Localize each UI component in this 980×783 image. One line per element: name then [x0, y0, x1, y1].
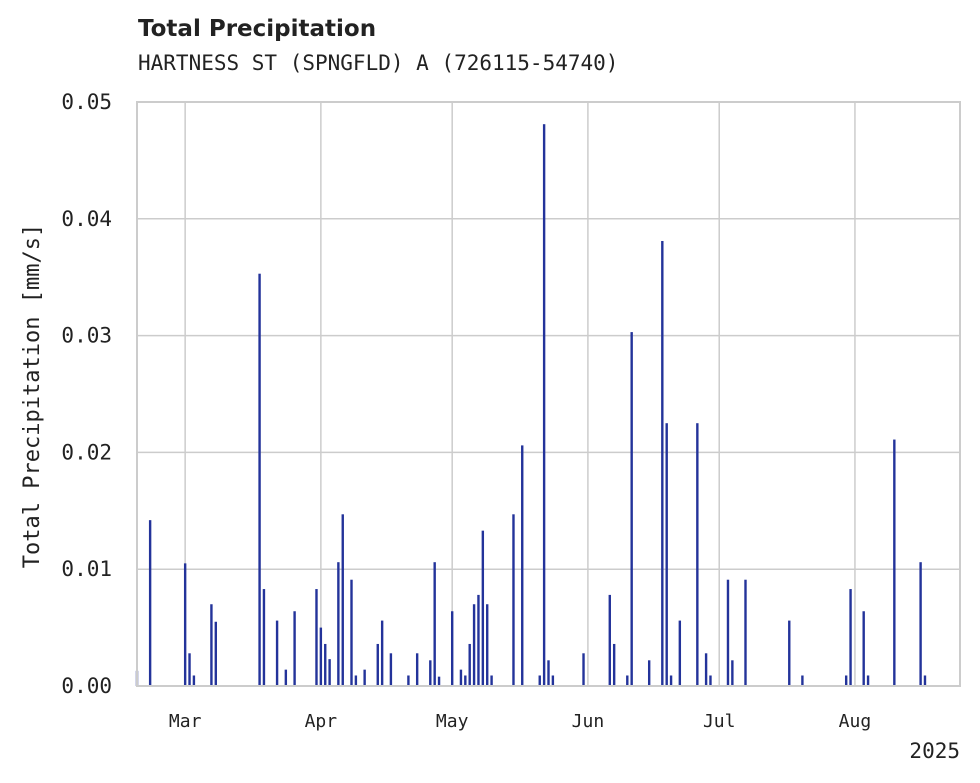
precipitation-bar	[521, 445, 524, 686]
plot-frame	[136, 101, 961, 687]
y-tick-label: 0.04	[61, 207, 112, 231]
precipitation-bar	[380, 620, 384, 686]
precipitation-bar	[582, 653, 585, 686]
chart-subtitle: HARTNESS ST (SPNGFLD) A (726115-54740)	[138, 51, 619, 75]
precipitation-bar	[450, 611, 454, 686]
precipitation-bar	[849, 589, 852, 686]
x-tick-label: Aug	[839, 711, 872, 732]
precipitation-bar	[923, 675, 927, 686]
precipitation-bar	[669, 675, 673, 686]
x-axis-ticks: Mar Apr May Jun Jul Aug	[169, 711, 871, 732]
precipitation-bar	[210, 604, 213, 686]
precipitation-bar	[704, 653, 708, 686]
precipitation-bar	[341, 514, 344, 686]
precipitation-bar	[319, 627, 323, 686]
y-tick-label: 0.05	[61, 90, 112, 114]
precipitation-bar	[647, 660, 651, 686]
precipitation-bar	[547, 660, 550, 686]
precipitation-bar	[214, 621, 217, 686]
precipitation-bar	[696, 423, 699, 686]
precipitation-bar	[350, 579, 353, 686]
precipitation-bar	[429, 660, 432, 686]
precipitation-bar	[192, 675, 196, 686]
precipitation-bar	[433, 562, 436, 686]
precipitation-bar	[183, 563, 187, 686]
precipitation-bar	[324, 643, 327, 686]
precipitation-bar	[407, 675, 410, 686]
precipitation-bar	[284, 669, 288, 686]
precipitation-bar	[542, 124, 546, 686]
precipitation-bar	[328, 659, 331, 686]
precipitation-bar	[731, 660, 734, 686]
precipitation-bar	[363, 669, 366, 686]
y-axis-label: Total Precipitation [mm/s]	[20, 224, 45, 568]
x-tick-label: Apr	[305, 711, 338, 732]
precipitation-bar	[459, 669, 463, 686]
precipitation-bar	[612, 643, 616, 686]
precipitation-bar	[354, 675, 358, 686]
precipitation-bar	[315, 589, 318, 686]
precipitation-bar	[389, 653, 393, 686]
precipitation-bar	[376, 643, 379, 686]
precipitation-bar	[551, 675, 555, 686]
precipitation-bar	[919, 562, 922, 686]
precipitation-bar	[862, 611, 865, 686]
precipitation-bar	[678, 620, 682, 686]
precipitation-bar	[468, 643, 471, 686]
precipitation-bar	[866, 675, 870, 686]
precipitation-bar	[275, 620, 279, 686]
precipitation-bar	[608, 594, 611, 686]
precipitation-bar	[630, 332, 633, 686]
precipitation-bar	[262, 589, 266, 686]
precipitation-bar	[477, 594, 480, 686]
precipitation-bar	[472, 604, 476, 686]
precipitation-bar	[709, 675, 712, 686]
y-axis-ticks: 0.00 0.01 0.02 0.03 0.04 0.05	[61, 90, 112, 698]
precipitation-bar	[665, 423, 668, 686]
x-tick-label: Jul	[703, 711, 736, 732]
precipitation-bar	[415, 653, 419, 686]
precipitation-bar	[188, 653, 191, 686]
x-tick-label: Mar	[169, 711, 202, 732]
y-tick-label: 0.03	[61, 324, 112, 348]
precipitation-bar	[801, 675, 804, 686]
y-tick-label: 0.00	[61, 674, 112, 698]
precipitation-bar	[844, 675, 848, 686]
precipitation-bar	[337, 562, 340, 686]
precipitation-bar	[512, 514, 515, 686]
year-label: 2025	[909, 739, 960, 763]
precipitation-bar	[893, 439, 896, 686]
precipitation-bar	[148, 520, 152, 686]
chart-title: Total Precipitation	[138, 16, 377, 42]
y-tick-label: 0.02	[61, 440, 112, 464]
precipitation-bar	[490, 675, 493, 686]
precipitation-bar	[486, 604, 489, 686]
precipitation-bar	[661, 240, 664, 686]
y-tick-label: 0.01	[61, 557, 112, 581]
precipitation-bar	[481, 530, 485, 686]
precipitation-bar	[293, 611, 296, 686]
x-tick-label: May	[436, 711, 469, 732]
precipitation-bar	[788, 620, 791, 686]
precipitation-bar	[464, 675, 467, 686]
x-tick-label: Jun	[572, 711, 605, 732]
precipitation-bar	[258, 273, 261, 686]
bar-series	[135, 124, 927, 686]
precipitation-bar	[437, 676, 441, 686]
precipitation-bar	[726, 579, 730, 686]
precipitation-bar	[538, 675, 541, 686]
precipitation-bar	[744, 579, 747, 686]
precipitation-bar	[626, 675, 629, 686]
